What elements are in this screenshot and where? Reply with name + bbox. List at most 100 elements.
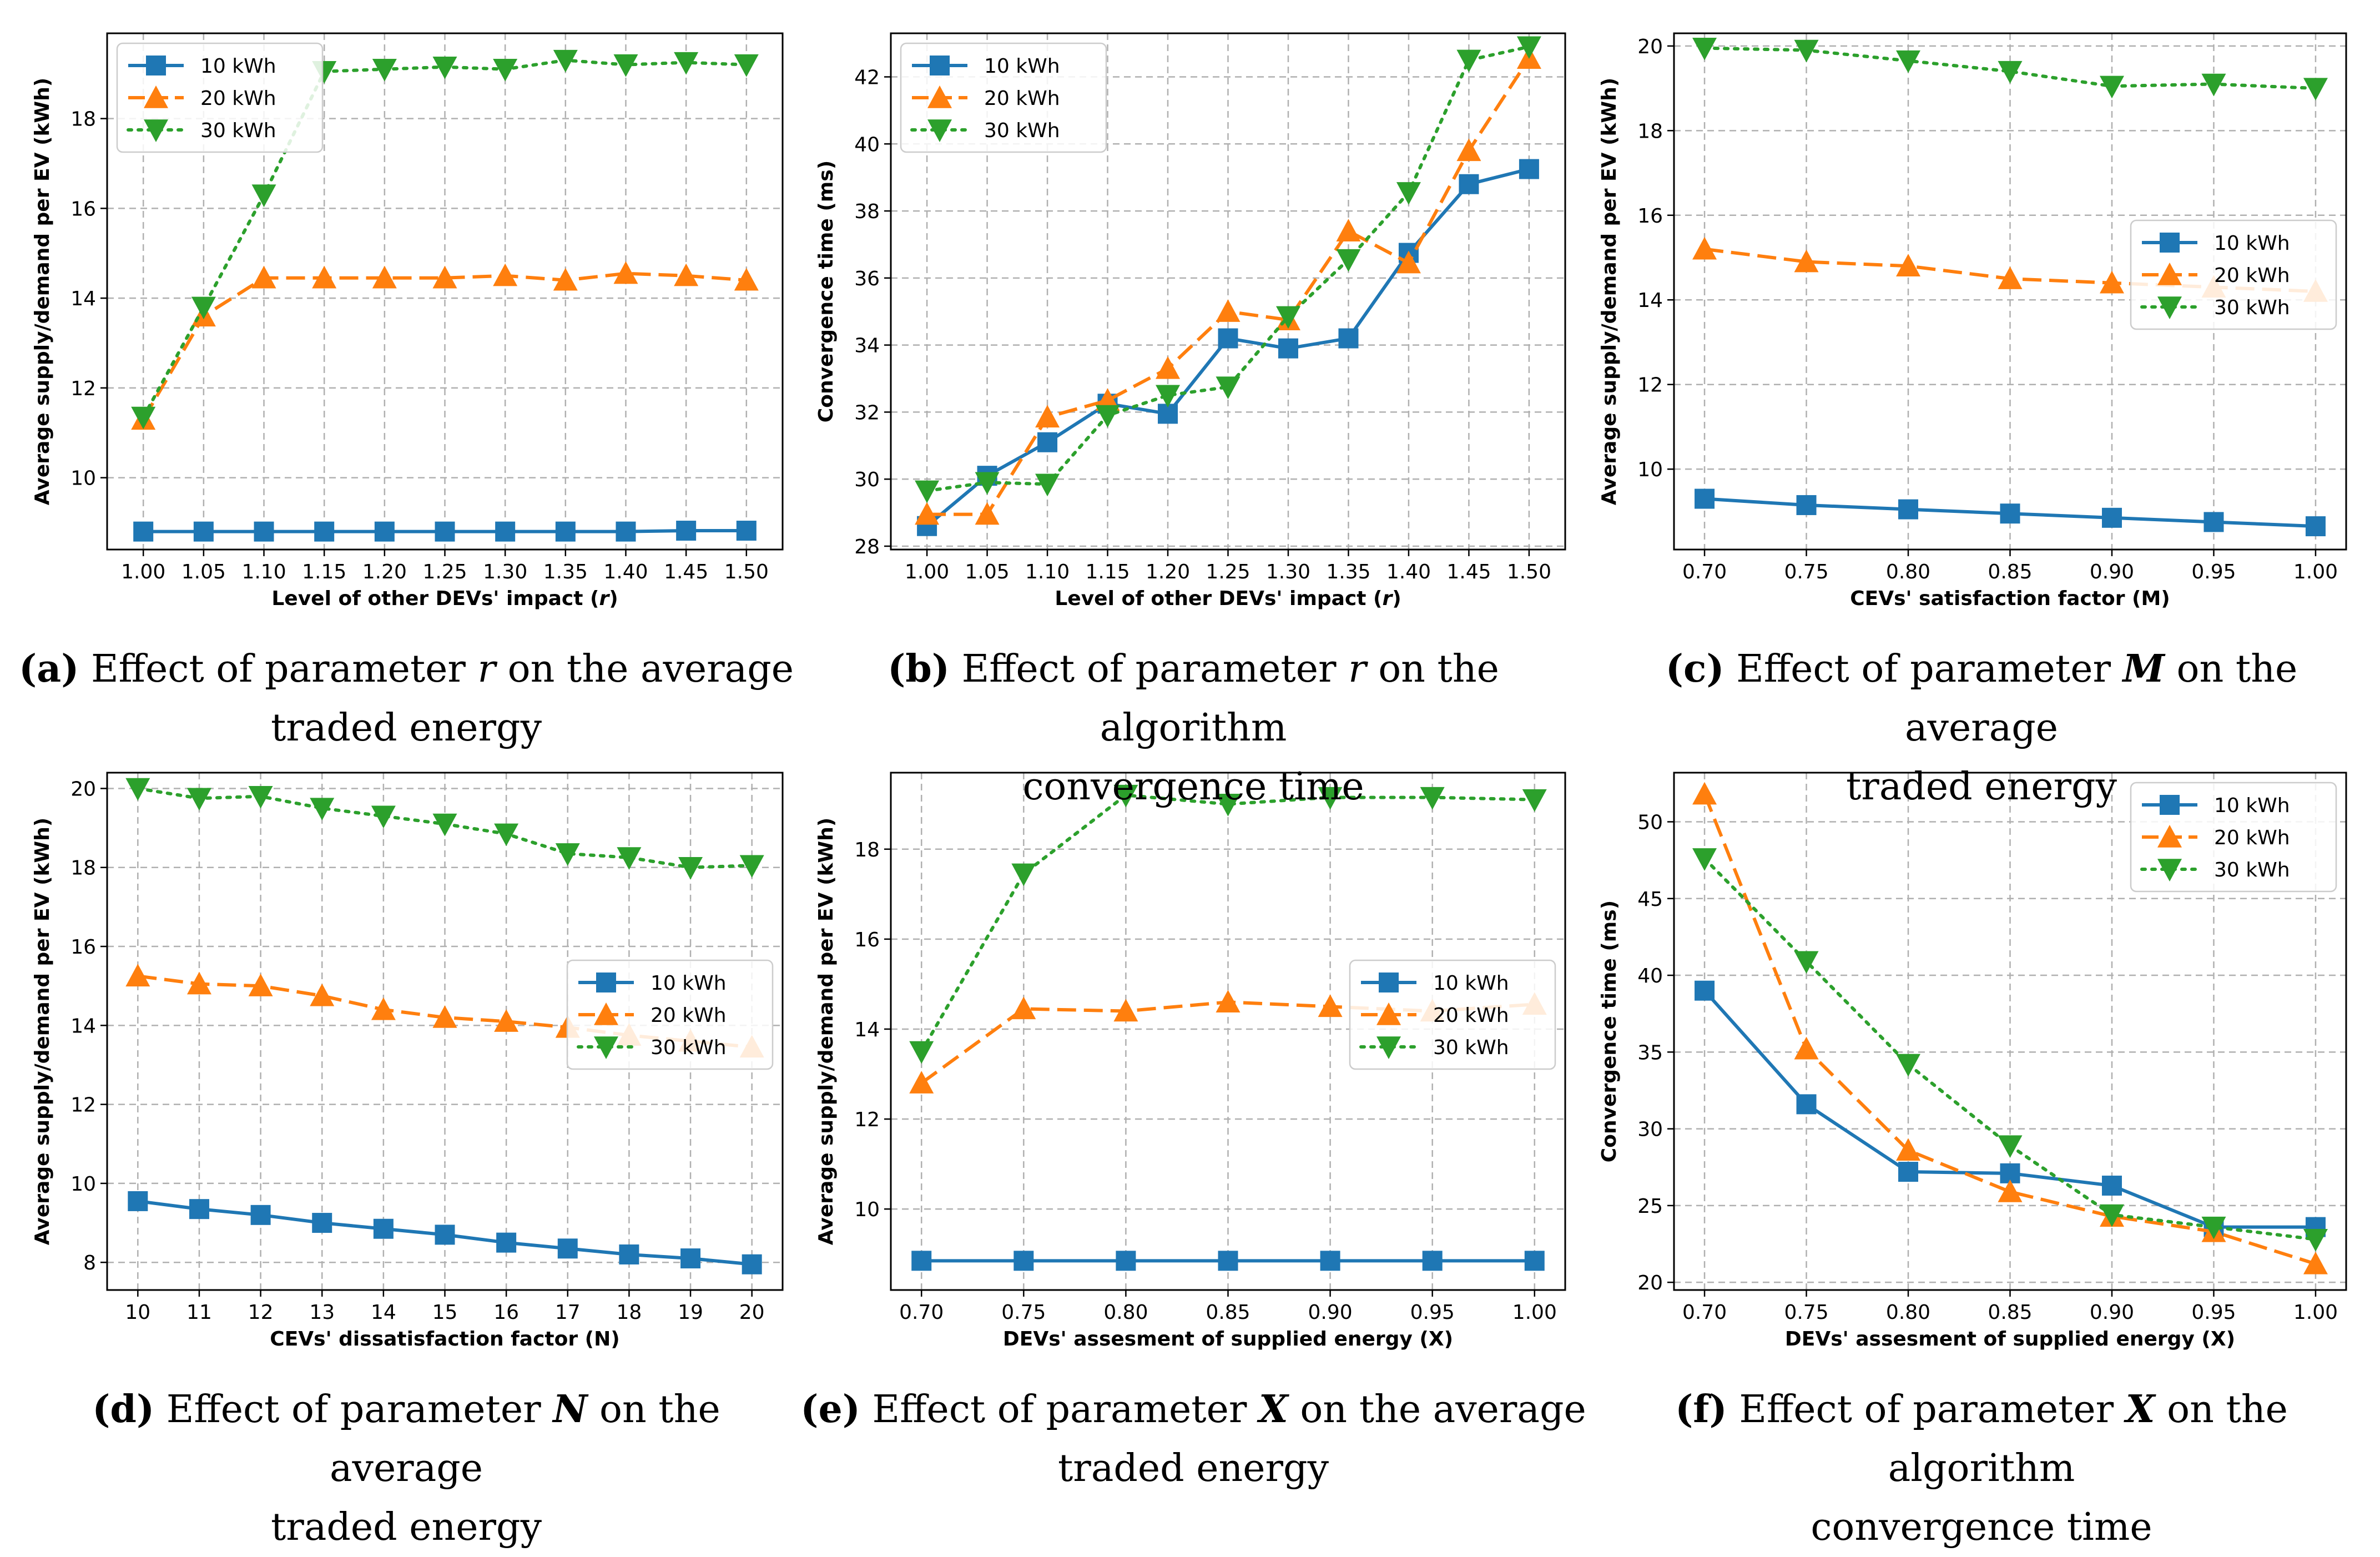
legend-marker (2157, 296, 2182, 319)
y-tick-label: 18 (1637, 120, 1663, 143)
data-point (674, 52, 699, 75)
legend-marker (144, 119, 168, 142)
x-tick-label: 16 (493, 1301, 519, 1324)
legend-marker (594, 1002, 618, 1025)
legend-label: 20 kWh (2214, 264, 2290, 287)
data-point (1998, 1180, 2023, 1202)
x-axis-label: Level of other DEVs' impact (r) (271, 587, 618, 610)
chart-panel-5: 0.70 0.75 0.80 0.85 0.90 0.95 1.00 20 25 30 35 40 45… (1598, 772, 2347, 1351)
data-point (2099, 75, 2124, 99)
legend-marker (596, 973, 616, 992)
data-point (680, 1248, 701, 1269)
legend-box (566, 959, 774, 1070)
x-tick-label: 0.70 (1682, 561, 1727, 583)
legend-marker (2160, 233, 2180, 253)
data-point (2101, 1175, 2122, 1196)
y-tick-label: 20 (1637, 1272, 1663, 1294)
x-tick-label: 1.05 (181, 561, 226, 583)
x-tick-label: 1.10 (1025, 561, 1070, 583)
data-point (2000, 503, 2020, 524)
x-tick-label: 15 (432, 1301, 458, 1324)
y-tick-label: 45 (1637, 888, 1663, 911)
y-axis-label: Average supply/demand per EV (kWh) (1598, 78, 1621, 505)
legend-box (116, 42, 324, 153)
x-tick-label: 1.50 (1507, 561, 1551, 583)
data-point (1216, 299, 1241, 322)
x-tick-label: 1.40 (1386, 561, 1431, 583)
series-10-kWh (128, 1191, 762, 1274)
legend: 10 kWh 20 kWh 30 kWh (566, 959, 774, 1070)
data-point (1898, 1162, 1919, 1182)
y-tick-label: 10 (70, 467, 96, 490)
y-tick-label: 14 (1637, 289, 1663, 312)
data-point (734, 54, 759, 77)
x-tick-label: 0.90 (2090, 1301, 2134, 1324)
data-point (1396, 250, 1421, 274)
legend-box (2130, 219, 2337, 330)
y-tick-label: 38 (854, 200, 880, 223)
legend-label: 20 kWh (651, 1004, 727, 1027)
data-point (1456, 49, 1481, 73)
plot-frame (1673, 772, 2347, 1291)
data-point (678, 857, 703, 880)
data-point (432, 56, 457, 79)
legend: 10 kWh 20 kWh 30 kWh (116, 42, 324, 153)
caption-e: (e) Effect of parameter X on the average… (800, 1387, 1586, 1490)
data-point (553, 49, 578, 73)
data-point (1275, 306, 1300, 329)
data-point (1519, 159, 1539, 179)
legend-marker (2157, 825, 2182, 848)
y-tick-label: 10 (1637, 458, 1663, 481)
x-axis-label: CEVs' dissatisfaction factor (N) (270, 1328, 619, 1351)
data-point (1035, 473, 1060, 497)
data-point (1422, 1251, 1443, 1271)
legend-marker (594, 1036, 618, 1059)
y-axis-label: Convergence time (ms) (1598, 900, 1621, 1162)
data-point (1396, 182, 1421, 205)
data-point (676, 521, 697, 541)
x-tick-label: 1.50 (724, 561, 769, 583)
y-tick-label: 16 (854, 929, 880, 951)
data-point (125, 778, 150, 801)
data-point (1037, 432, 1058, 452)
data-point (1794, 951, 1819, 974)
data-point (128, 1191, 148, 1211)
data-point (2201, 1216, 2226, 1239)
data-point (616, 521, 636, 542)
legend-label: 20 kWh (200, 87, 276, 110)
data-point (1318, 994, 1343, 1017)
data-point (975, 472, 1000, 495)
data-point (1794, 1036, 1819, 1060)
legend-label: 10 kWh (2214, 794, 2290, 817)
x-tick-label: 1.15 (1085, 561, 1130, 583)
data-point (619, 1244, 639, 1264)
data-point (251, 265, 276, 289)
data-point (2303, 1229, 2328, 1252)
y-tick-label: 12 (70, 1094, 96, 1117)
legend-marker (2157, 859, 2182, 881)
data-point (1896, 50, 1921, 73)
y-tick-label: 40 (854, 133, 880, 156)
y-tick-label: 32 (854, 401, 880, 424)
legend: 10 kWh 20 kWh 30 kWh (2130, 782, 2337, 893)
data-point (372, 265, 397, 289)
x-axis-label: DEVs' assesment of supplied energy (X) (1785, 1328, 2235, 1351)
data-point (374, 521, 395, 542)
series-10-kWh (911, 1251, 1545, 1271)
data-point (2201, 73, 2226, 97)
data-point (1456, 138, 1481, 162)
data-point (250, 1205, 271, 1225)
x-tick-label: 0.85 (1988, 1301, 2032, 1324)
y-axis-label: Convergence time (ms) (815, 160, 838, 422)
data-point (495, 521, 516, 542)
data-point (371, 805, 396, 829)
data-point (312, 265, 337, 289)
data-point (494, 823, 519, 846)
data-point (1336, 219, 1361, 241)
data-point (1278, 338, 1298, 359)
legend-box (900, 42, 1107, 153)
y-tick-label: 28 (854, 536, 880, 558)
data-point (496, 1232, 517, 1253)
y-tick-label: 10 (854, 1198, 880, 1221)
legend: 10 kWh 20 kWh 30 kWh (1349, 959, 1556, 1070)
